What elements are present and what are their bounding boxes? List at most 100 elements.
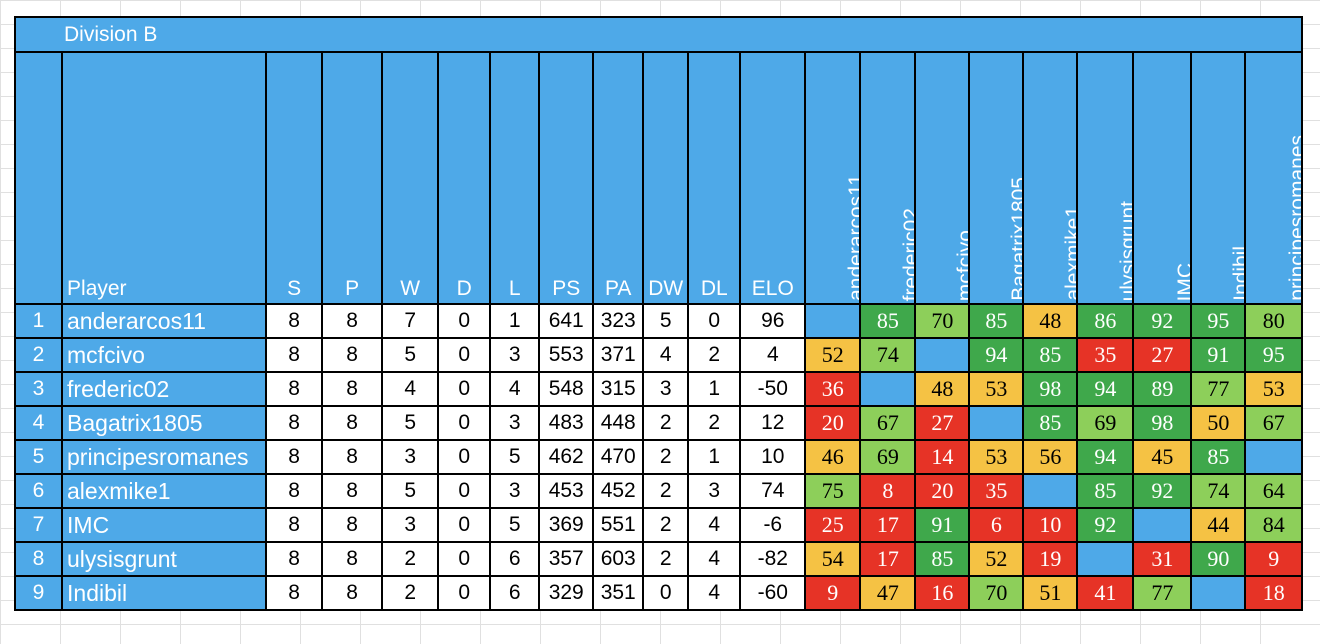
stat-cell-elo[interactable]: 4 <box>739 337 807 373</box>
score-cell-vs-frederic02[interactable]: 47 <box>859 575 917 611</box>
score-cell-vs-ulysisgrunt[interactable]: 35 <box>1076 337 1135 373</box>
stat-cell-dw[interactable]: 5 <box>642 303 690 339</box>
stat-cell-w[interactable]: 5 <box>381 337 440 373</box>
score-cell-vs-indibil[interactable]: 90 <box>1190 541 1247 577</box>
score-cell-vs-principesromanes[interactable]: 67 <box>1244 405 1303 441</box>
stat-cell-elo[interactable]: 74 <box>739 473 807 509</box>
stat-cell-d[interactable]: 0 <box>437 575 492 611</box>
stat-cell-p[interactable]: 8 <box>321 337 384 373</box>
score-cell-vs-principesromanes[interactable]: 84 <box>1244 507 1303 543</box>
stat-cell-dl[interactable]: 1 <box>687 439 742 475</box>
header-player[interactable]: Player <box>61 51 268 305</box>
stat-cell-d[interactable]: 0 <box>437 473 492 509</box>
stat-cell-s[interactable]: 8 <box>265 439 324 475</box>
stat-cell-p[interactable]: 8 <box>321 541 384 577</box>
header-opponent-mcfcivo[interactable]: mcfcivo <box>914 51 971 305</box>
score-cell-vs-frederic02[interactable]: 8 <box>859 473 917 509</box>
stat-cell-p[interactable]: 8 <box>321 439 384 475</box>
stat-cell-elo[interactable]: -60 <box>739 575 807 611</box>
score-cell-vs-bagatrix1805[interactable]: 53 <box>968 371 1025 407</box>
score-cell-vs-alexmike1[interactable]: 56 <box>1022 439 1079 475</box>
stat-cell-dw[interactable]: 4 <box>642 337 690 373</box>
stat-cell-pa[interactable]: 551 <box>592 507 645 543</box>
stat-cell-l[interactable]: 1 <box>489 303 541 339</box>
stat-cell-l[interactable]: 3 <box>489 473 541 509</box>
score-cell-vs-mcfcivo[interactable]: 16 <box>914 575 971 611</box>
score-cell-vs-anderarcos11[interactable]: 9 <box>804 575 862 611</box>
score-cell-vs-anderarcos11[interactable]: 20 <box>804 405 862 441</box>
stat-cell-p[interactable]: 8 <box>321 507 384 543</box>
stat-cell-dl[interactable]: 1 <box>687 371 742 407</box>
stat-cell-dw[interactable]: 2 <box>642 507 690 543</box>
score-cell-vs-bagatrix1805[interactable]: 35 <box>968 473 1025 509</box>
score-cell-vs-bagatrix1805[interactable]: 85 <box>968 303 1025 339</box>
stat-cell-w[interactable]: 5 <box>381 405 440 441</box>
stat-cell-ps[interactable]: 483 <box>538 405 595 441</box>
score-cell-vs-ulysisgrunt[interactable]: 94 <box>1076 371 1135 407</box>
score-cell-vs-mcfcivo[interactable]: 91 <box>914 507 971 543</box>
score-cell-vs-ulysisgrunt[interactable]: 92 <box>1076 507 1135 543</box>
score-cell-vs-ulysisgrunt[interactable]: 69 <box>1076 405 1135 441</box>
stat-cell-l[interactable]: 5 <box>489 507 541 543</box>
score-cell-vs-anderarcos11[interactable]: 75 <box>804 473 862 509</box>
stat-cell-pa[interactable]: 603 <box>592 541 645 577</box>
header-stat-w[interactable]: W <box>381 51 440 305</box>
header-opponent-alexmike1[interactable]: alexmike1 <box>1022 51 1079 305</box>
score-cell-vs-imc[interactable]: 98 <box>1132 405 1193 441</box>
stat-cell-elo[interactable]: -6 <box>739 507 807 543</box>
score-cell-vs-indibil[interactable]: 77 <box>1190 371 1247 407</box>
score-cell-vs-imc[interactable] <box>1132 507 1193 543</box>
score-cell-vs-frederic02[interactable]: 17 <box>859 541 917 577</box>
rank-cell[interactable]: 9 <box>13 575 64 611</box>
stat-cell-dl[interactable]: 4 <box>687 507 742 543</box>
stat-cell-elo[interactable]: 96 <box>739 303 807 339</box>
stat-cell-dw[interactable]: 0 <box>642 575 690 611</box>
score-cell-vs-ulysisgrunt[interactable]: 85 <box>1076 473 1135 509</box>
stat-cell-s[interactable]: 8 <box>265 507 324 543</box>
header-stat-ps[interactable]: PS <box>538 51 595 305</box>
stat-cell-pa[interactable]: 371 <box>592 337 645 373</box>
header-opponent-frederic02[interactable]: frederic02 <box>859 51 917 305</box>
stat-cell-dw[interactable]: 2 <box>642 473 690 509</box>
stat-cell-pa[interactable]: 448 <box>592 405 645 441</box>
stat-cell-elo[interactable]: -50 <box>739 371 807 407</box>
score-cell-vs-principesromanes[interactable]: 18 <box>1244 575 1303 611</box>
score-cell-vs-imc[interactable]: 27 <box>1132 337 1193 373</box>
score-cell-vs-bagatrix1805[interactable]: 70 <box>968 575 1025 611</box>
header-opponent-indibil[interactable]: Indibil <box>1190 51 1247 305</box>
score-cell-vs-principesromanes[interactable]: 53 <box>1244 371 1303 407</box>
stat-cell-d[interactable]: 0 <box>437 405 492 441</box>
stat-cell-s[interactable]: 8 <box>265 405 324 441</box>
stat-cell-l[interactable]: 6 <box>489 541 541 577</box>
score-cell-vs-ulysisgrunt[interactable]: 86 <box>1076 303 1135 339</box>
score-cell-vs-indibil[interactable] <box>1190 575 1247 611</box>
header-opponent-imc[interactable]: IMC <box>1132 51 1193 305</box>
stat-cell-dw[interactable]: 2 <box>642 541 690 577</box>
score-cell-vs-mcfcivo[interactable]: 70 <box>914 303 971 339</box>
stat-cell-ps[interactable]: 548 <box>538 371 595 407</box>
stat-cell-w[interactable]: 7 <box>381 303 440 339</box>
rank-cell[interactable]: 8 <box>13 541 64 577</box>
rank-cell[interactable]: 1 <box>13 303 64 339</box>
stat-cell-w[interactable]: 3 <box>381 507 440 543</box>
stat-cell-dl[interactable]: 4 <box>687 541 742 577</box>
score-cell-vs-frederic02[interactable]: 69 <box>859 439 917 475</box>
stat-cell-ps[interactable]: 553 <box>538 337 595 373</box>
score-cell-vs-indibil[interactable]: 91 <box>1190 337 1247 373</box>
score-cell-vs-mcfcivo[interactable]: 14 <box>914 439 971 475</box>
header-stat-s[interactable]: S <box>265 51 324 305</box>
stat-cell-pa[interactable]: 470 <box>592 439 645 475</box>
score-cell-vs-imc[interactable]: 92 <box>1132 303 1193 339</box>
stat-cell-dl[interactable]: 2 <box>687 405 742 441</box>
player-name-cell[interactable]: Bagatrix1805 <box>61 405 268 441</box>
score-cell-vs-mcfcivo[interactable]: 48 <box>914 371 971 407</box>
score-cell-vs-indibil[interactable]: 50 <box>1190 405 1247 441</box>
header-stat-d[interactable]: D <box>437 51 492 305</box>
stat-cell-w[interactable]: 3 <box>381 439 440 475</box>
stat-cell-l[interactable]: 6 <box>489 575 541 611</box>
player-name-cell[interactable]: principesromanes <box>61 439 268 475</box>
stat-cell-s[interactable]: 8 <box>265 473 324 509</box>
stat-cell-ps[interactable]: 329 <box>538 575 595 611</box>
stat-cell-d[interactable]: 0 <box>437 439 492 475</box>
header-stat-l[interactable]: L <box>489 51 541 305</box>
